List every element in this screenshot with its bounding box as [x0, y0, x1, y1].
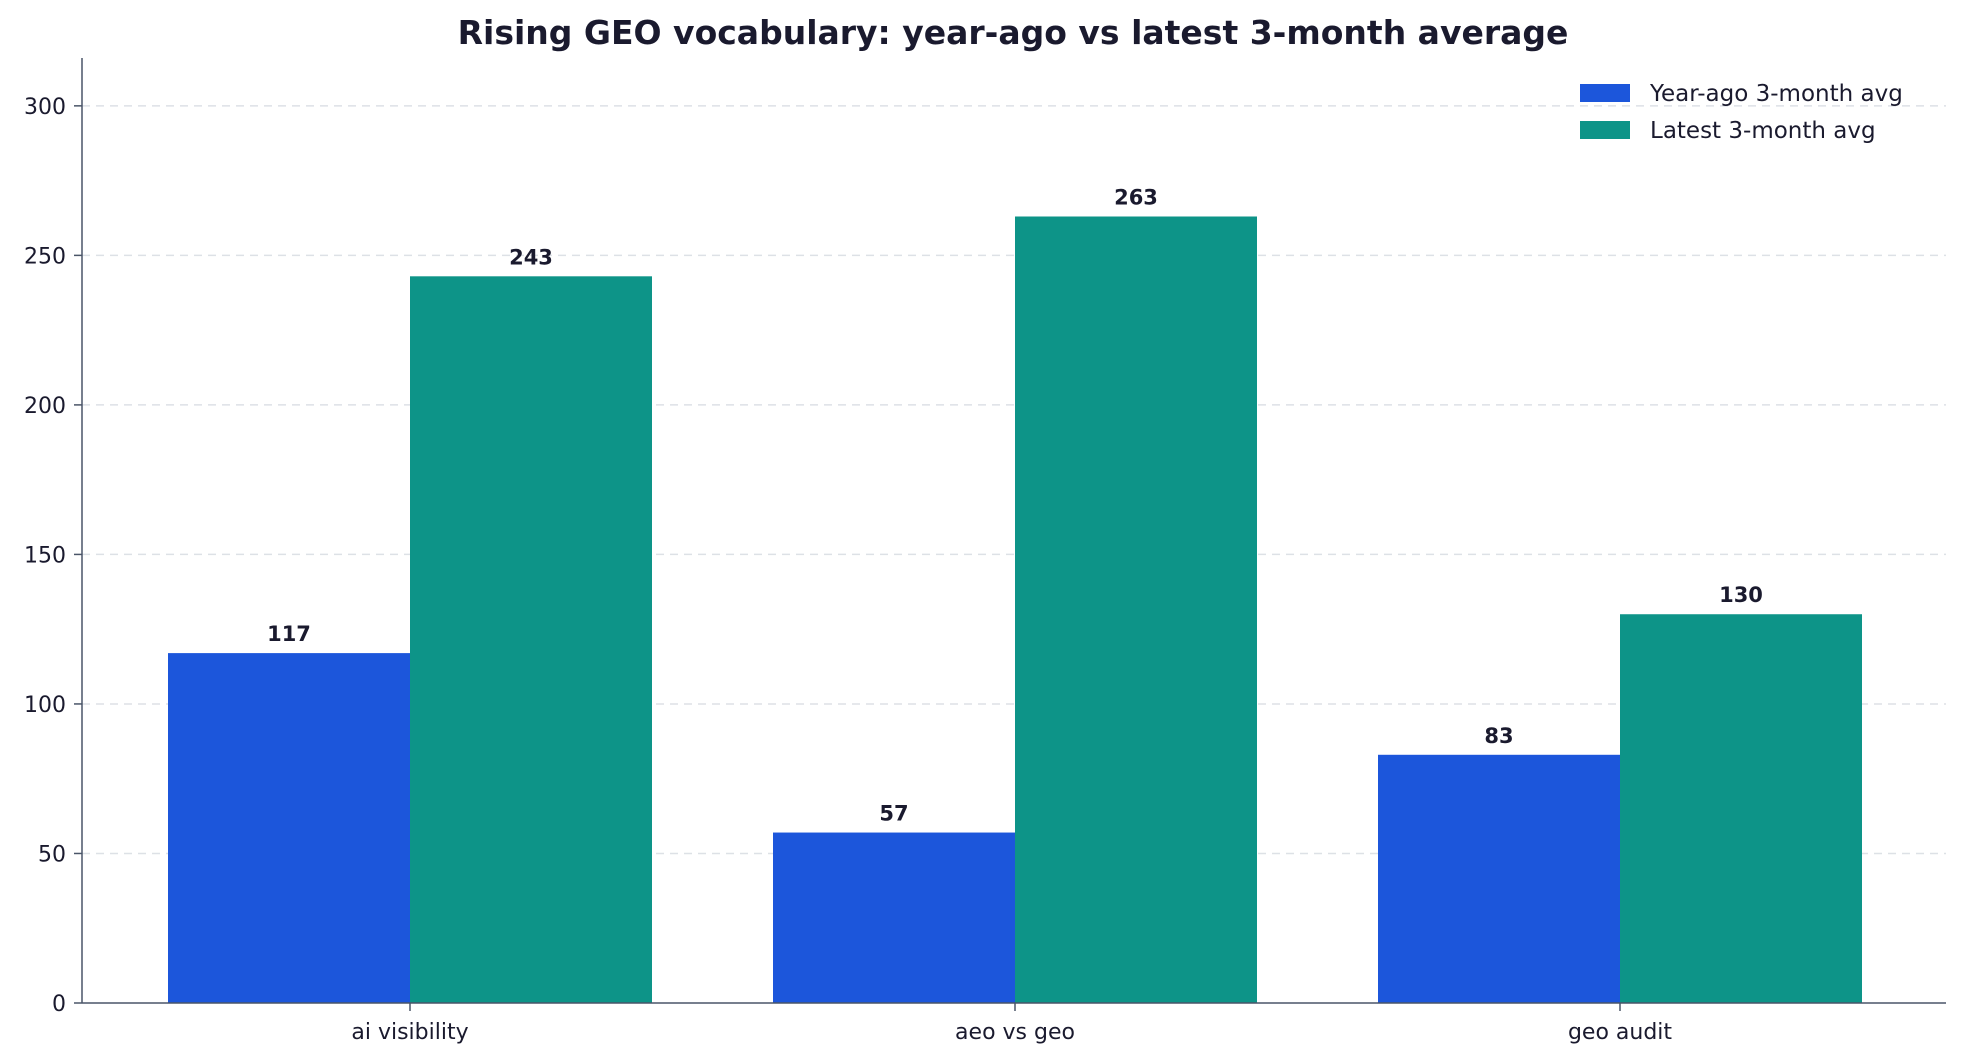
- data-label: 83: [1484, 724, 1513, 748]
- y-tick-label: 100: [24, 693, 66, 718]
- y-tick-label: 250: [24, 244, 66, 269]
- bar-latest-geo-audit: [1620, 614, 1862, 1003]
- bar-year-ago-ai-visibility: [168, 653, 410, 1003]
- data-label: 57: [879, 802, 908, 826]
- legend-label: Year-ago 3-month avg: [1649, 81, 1903, 107]
- bar-latest-aeo-vs-geo: [1015, 216, 1257, 1004]
- data-labels: 117 243 57 263 83 130: [267, 185, 1763, 825]
- bar-latest-ai-visibility: [410, 276, 652, 1003]
- data-label: 130: [1719, 583, 1763, 607]
- legend-label: Latest 3-month avg: [1650, 118, 1876, 144]
- legend-swatch: [1580, 84, 1630, 102]
- y-tick-label: 0: [52, 992, 66, 1017]
- y-tick-label: 200: [24, 394, 66, 419]
- y-axis-ticks: 0 50 100 150 200 250 300: [24, 95, 82, 1017]
- y-tick-label: 300: [24, 95, 66, 120]
- x-tick-label: geo audit: [1568, 1020, 1672, 1045]
- legend: Year-ago 3-month avg Latest 3-month avg: [1580, 81, 1903, 144]
- y-tick-label: 50: [38, 842, 66, 867]
- x-tick-label: aeo vs geo: [955, 1020, 1075, 1045]
- chart-title: Rising GEO vocabulary: year-ago vs lates…: [458, 13, 1569, 52]
- data-label: 117: [267, 622, 311, 646]
- bar-year-ago-aeo-vs-geo: [773, 832, 1015, 1003]
- x-tick-label: ai visibility: [351, 1020, 468, 1045]
- bars: [168, 216, 1862, 1004]
- legend-swatch: [1580, 121, 1630, 139]
- data-label: 243: [509, 245, 553, 269]
- bar-year-ago-geo-audit: [1378, 754, 1620, 1003]
- x-axis-ticks: ai visibility aeo vs geo geo audit: [351, 1003, 1672, 1045]
- y-tick-label: 150: [24, 543, 66, 568]
- data-label: 263: [1114, 185, 1158, 209]
